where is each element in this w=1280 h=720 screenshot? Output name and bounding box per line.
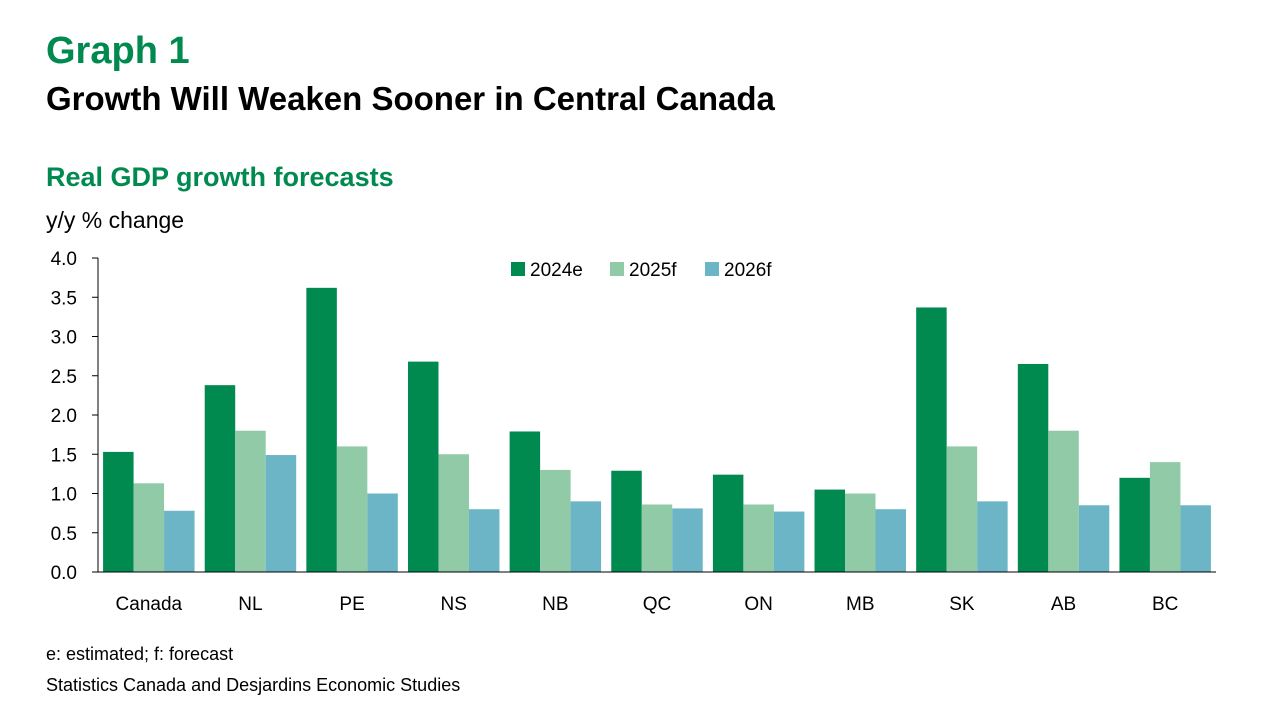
y-tick-label: 0.5	[51, 524, 77, 545]
legend-swatch-2026f	[705, 262, 719, 276]
bar-2026f-PE	[367, 493, 398, 572]
y-tick-label: 3.0	[51, 328, 77, 349]
bar-2024e-MB	[814, 489, 846, 572]
y-tick-label: 1.0	[51, 485, 77, 506]
bar-2026f-NL	[265, 455, 297, 572]
x-tick-label: QC	[643, 594, 672, 615]
bar-2024e-QC	[611, 470, 642, 572]
bar-2024e-Canada	[103, 451, 134, 572]
bar-2025f-NB	[540, 469, 571, 572]
bar-2024e-ON	[712, 474, 744, 572]
bar-2026f-SK	[977, 501, 1008, 572]
bar-2025f-BC	[1149, 462, 1181, 572]
y-tick-label: 4.0	[51, 249, 77, 270]
x-tick-label: AB	[1051, 594, 1076, 615]
bar-2026f-ON	[773, 511, 805, 572]
x-tick-label: Canada	[116, 594, 183, 615]
legend-label-2026f: 2026f	[724, 260, 772, 281]
bar-2025f-AB	[1048, 430, 1079, 572]
footnote: e: estimated; f: forecast	[46, 644, 234, 664]
bar-2026f-MB	[875, 509, 907, 572]
bar-2024e-BC	[1119, 477, 1150, 572]
x-tick-label: NB	[542, 594, 568, 615]
x-tick-label: ON	[744, 594, 773, 615]
bar-2025f-NL	[235, 430, 266, 572]
x-tick-label: PE	[339, 594, 364, 615]
graph-label: Graph 1	[46, 30, 190, 72]
bar-2025f-PE	[336, 446, 368, 572]
bar-2025f-Canada	[133, 483, 165, 572]
y-tick-label: 2.0	[51, 406, 77, 427]
bar-chart: 0.0 0.5 1.0 1.5 2.0 2.5 3.0 3.5 4.0 Canada NL PE NS N…	[51, 249, 1216, 615]
bar-2025f-SK	[946, 446, 978, 572]
bar-2026f-Canada	[164, 510, 195, 572]
bar-2026f-BC	[1180, 505, 1211, 572]
y-tick-label: 0.0	[51, 563, 77, 584]
bar-2026f-QC	[672, 508, 703, 572]
bar-2025f-MB	[845, 493, 876, 572]
y-axis-label: y/y % change	[46, 207, 185, 233]
bar-2024e-SK	[916, 307, 947, 572]
source-note: Statistics Canada and Desjardins Economi…	[46, 675, 461, 695]
y-tick-label: 3.5	[51, 288, 77, 309]
x-tick-label: NL	[238, 594, 262, 615]
legend-label-2025f: 2025f	[629, 260, 677, 281]
y-tick-label: 2.5	[51, 367, 77, 388]
legend-swatch-2025f	[610, 262, 624, 276]
y-tick-label: 1.5	[51, 445, 77, 466]
legend-label-2024e: 2024e	[530, 260, 583, 281]
bar-2024e-AB	[1017, 363, 1049, 572]
bar-2024e-NL	[204, 385, 236, 572]
bar-2025f-NS	[438, 454, 469, 572]
page-title: Growth Will Weaken Sooner in Central Can…	[46, 80, 775, 117]
bar-2025f-ON	[743, 504, 774, 572]
bar-2026f-NS	[468, 509, 500, 572]
x-tick-label: SK	[949, 594, 975, 615]
x-tick-label: MB	[846, 594, 875, 615]
bar-2026f-AB	[1078, 505, 1110, 572]
bar-2025f-QC	[641, 504, 673, 572]
x-tick-label: BC	[1152, 594, 1178, 615]
legend-swatch-2024e	[511, 262, 525, 276]
chart-title: Real GDP growth forecasts	[46, 162, 394, 192]
bar-2024e-NS	[407, 361, 439, 572]
x-tick-label: NS	[441, 594, 467, 615]
bar-2026f-NB	[570, 501, 602, 572]
bar-2024e-NB	[509, 431, 541, 572]
bar-2024e-PE	[306, 287, 337, 572]
